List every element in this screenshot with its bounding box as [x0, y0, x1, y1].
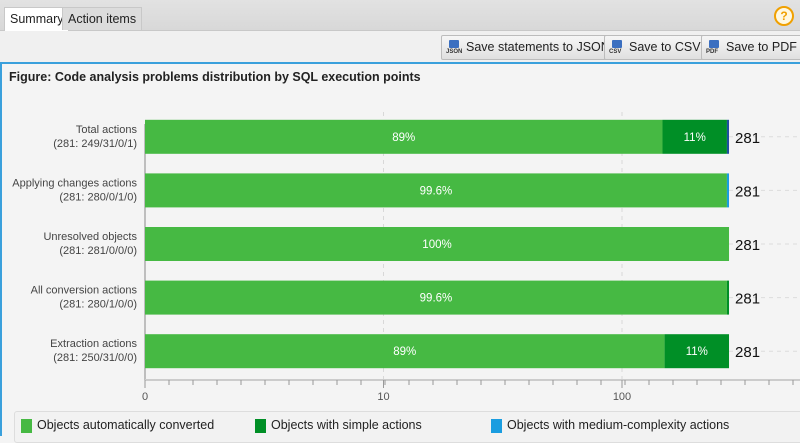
figure-title: Figure: Code analysis problems distribut… [9, 70, 421, 84]
category-label: Total actions [76, 124, 138, 136]
bar-segment-0 [145, 119, 663, 154]
x-tick-label: 100 [613, 391, 631, 403]
button-label: Save statements to JSON [466, 40, 610, 54]
legend-item-auto: Objects automatically converted [21, 418, 214, 433]
json-file-icon: JSON [446, 39, 462, 56]
tab-action-items[interactable]: Action items [62, 7, 143, 30]
bar-total-label: 281 [735, 344, 760, 361]
bar-segment-0 [145, 280, 727, 315]
category-sublabel: (281: 280/1/0/0) [59, 299, 137, 311]
tab-summary[interactable]: Summary [4, 7, 70, 31]
tab-bar: Summary Action items ? [0, 0, 800, 31]
category-sublabel: (281: 280/0/1/0) [59, 191, 137, 203]
bar-total-label: 281 [735, 183, 760, 200]
bar-pct-label: 11% [684, 132, 706, 144]
bar-pct-label: 89% [393, 346, 416, 358]
pdf-file-icon: PDF [706, 39, 722, 56]
category-label: Applying changes actions [12, 177, 137, 189]
bar-segment-0 [145, 173, 727, 208]
save-json-button[interactable]: JSON Save statements to JSON [441, 35, 617, 60]
category-sublabel: (281: 250/31/0/0) [53, 352, 137, 364]
legend: Objects automatically converted Objects … [14, 411, 800, 443]
bar-segment-1 [726, 280, 730, 315]
question-circle-icon[interactable]: ? [774, 6, 794, 26]
category-label: Extraction actions [50, 338, 137, 350]
button-label: Save to CSV [629, 40, 701, 54]
bar-total-label: 281 [735, 130, 760, 147]
category-label: Unresolved objects [43, 231, 137, 243]
legend-item-medium: Objects with medium-complexity actions [491, 418, 729, 433]
bar-pct-label: 89% [392, 132, 415, 144]
bar-total-label: 281 [735, 237, 760, 254]
save-pdf-button[interactable]: PDF Save to PDF [701, 35, 800, 60]
bar-segment-1 [664, 334, 730, 369]
category-sublabel: (281: 249/31/0/1) [53, 138, 137, 150]
bar-pct-label: 99.6% [420, 293, 453, 305]
toolbar: JSON Save statements to JSON CSV Save to C… [0, 31, 800, 64]
bar-segment-2 [726, 173, 730, 208]
csv-file-icon: CSV [609, 39, 625, 56]
bar-pct-label: 99.6% [420, 185, 453, 197]
save-csv-button[interactable]: CSV Save to CSV [604, 35, 708, 60]
bar-segment-1 [662, 119, 727, 154]
bar-segment-3 [726, 119, 730, 154]
bar-pct-label: 11% [686, 346, 708, 358]
button-label: Save to PDF [726, 40, 797, 54]
x-tick-label: 0 [142, 391, 148, 403]
bar-pct-label: 100% [422, 239, 451, 251]
legend-item-simple: Objects with simple actions [255, 418, 422, 433]
x-tick-label: 10 [377, 391, 389, 403]
bar-total-label: 281 [735, 291, 760, 308]
category-label: All conversion actions [31, 285, 138, 297]
category-sublabel: (281: 281/0/0/0) [59, 245, 137, 257]
bar-segment-0 [145, 334, 665, 369]
bar-segment-0 [145, 227, 730, 261]
